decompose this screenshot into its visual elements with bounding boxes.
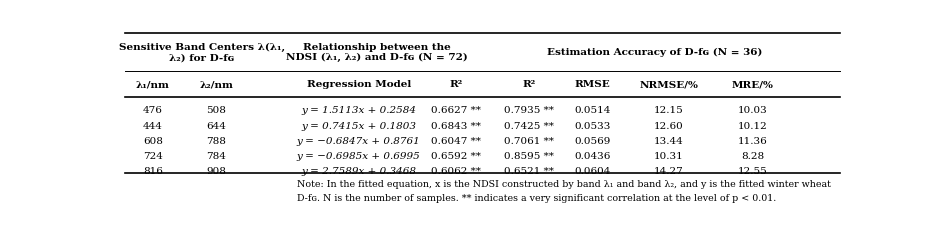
Text: 12.55: 12.55 <box>738 167 768 176</box>
Text: 0.0514: 0.0514 <box>574 106 610 115</box>
Text: RMSE: RMSE <box>575 80 610 89</box>
Text: 724: 724 <box>143 152 163 161</box>
Text: R²: R² <box>522 80 535 89</box>
Text: y = 1.5113x + 0.2584: y = 1.5113x + 0.2584 <box>301 106 416 115</box>
Text: 816: 816 <box>143 167 163 176</box>
Text: 0.6843 **: 0.6843 ** <box>430 122 480 131</box>
Text: 0.6047 **: 0.6047 ** <box>430 137 480 146</box>
Text: 0.7061 **: 0.7061 ** <box>504 137 554 146</box>
Text: y = 2.7589x + 0.3468: y = 2.7589x + 0.3468 <box>301 167 416 176</box>
Text: Note: In the fitted equation, x is the NDSI constructed by band λ₁ and band λ₂, : Note: In the fitted equation, x is the N… <box>297 180 831 189</box>
Text: 0.8595 **: 0.8595 ** <box>504 152 554 161</box>
Text: 8.28: 8.28 <box>741 152 765 161</box>
Text: 644: 644 <box>206 122 226 131</box>
Text: R²: R² <box>449 80 463 89</box>
Text: 14.27: 14.27 <box>654 167 684 176</box>
Text: NRMSE/%: NRMSE/% <box>640 80 698 89</box>
Text: Relationship between the
NDSI (λ₁, λ₂) and D-fɢ (N = 72): Relationship between the NDSI (λ₁, λ₂) a… <box>286 43 468 62</box>
Text: 784: 784 <box>206 152 226 161</box>
Text: 0.6062 **: 0.6062 ** <box>430 167 480 176</box>
Text: λ₁/nm: λ₁/nm <box>136 80 170 89</box>
Text: 788: 788 <box>206 137 226 146</box>
Text: Estimation Accuracy of D-fɢ (N = 36): Estimation Accuracy of D-fɢ (N = 36) <box>546 48 762 57</box>
Text: 476: 476 <box>143 106 163 115</box>
Text: 608: 608 <box>143 137 163 146</box>
Text: 0.6592 **: 0.6592 ** <box>430 152 480 161</box>
Text: 12.15: 12.15 <box>654 106 684 115</box>
Text: 10.31: 10.31 <box>654 152 684 161</box>
Text: 0.0436: 0.0436 <box>574 152 610 161</box>
Text: 10.12: 10.12 <box>738 122 768 131</box>
Text: 908: 908 <box>206 167 226 176</box>
Text: Sensitive Band Centers λ(λ₁,
λ₂) for D-fɢ: Sensitive Band Centers λ(λ₁, λ₂) for D-f… <box>119 43 284 62</box>
Text: 11.36: 11.36 <box>738 137 768 146</box>
Text: 10.03: 10.03 <box>738 106 768 115</box>
Text: MRE/%: MRE/% <box>732 80 773 89</box>
Text: D-fɢ. N is the number of samples. ** indicates a very significant correlation at: D-fɢ. N is the number of samples. ** ind… <box>297 194 776 203</box>
Text: y = 0.7415x + 0.1803: y = 0.7415x + 0.1803 <box>301 122 416 131</box>
Text: 0.6521 **: 0.6521 ** <box>504 167 554 176</box>
Text: 0.0533: 0.0533 <box>574 122 610 131</box>
Text: y = −0.6847x + 0.8761: y = −0.6847x + 0.8761 <box>297 137 420 146</box>
Text: 508: 508 <box>206 106 226 115</box>
Text: 12.60: 12.60 <box>654 122 684 131</box>
Text: 444: 444 <box>143 122 163 131</box>
Text: 0.7935 **: 0.7935 ** <box>504 106 554 115</box>
Text: 0.6627 **: 0.6627 ** <box>430 106 480 115</box>
Text: 13.44: 13.44 <box>654 137 684 146</box>
Text: 0.7425 **: 0.7425 ** <box>504 122 554 131</box>
Text: λ₂/nm: λ₂/nm <box>200 80 234 89</box>
Text: Regression Model: Regression Model <box>306 80 411 89</box>
Text: y = −0.6985x + 0.6995: y = −0.6985x + 0.6995 <box>297 152 420 161</box>
Text: 0.0569: 0.0569 <box>574 137 610 146</box>
Text: 0.0604: 0.0604 <box>574 167 610 176</box>
